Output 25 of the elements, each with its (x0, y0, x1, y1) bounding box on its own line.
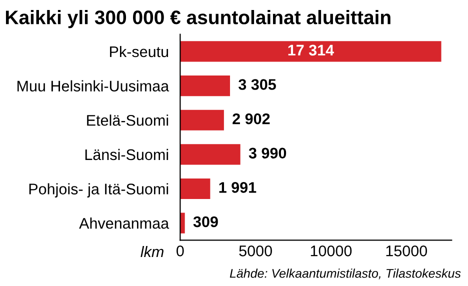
y-tick-label: Länsi-Suomi (85, 148, 168, 160)
chart-title: Kaikki yli 300 000 € asuntolainat alueittain (6, 10, 390, 28)
x-tick-label: 0 (176, 246, 184, 256)
bar (180, 110, 224, 130)
y-tick-label: Pohjois- ja Itä-Suomi (29, 183, 168, 198)
bar (180, 144, 240, 165)
x-axis-title: lkm (140, 246, 164, 258)
y-tick-label: Etelä-Suomi (87, 114, 168, 126)
y-tick-label: Muu Helsinki-Uusimaa (18, 80, 170, 92)
bar (180, 178, 210, 200)
bar (180, 212, 185, 234)
data-label: 309 (193, 216, 218, 228)
bar (180, 41, 442, 62)
x-tick-label: 15000 (386, 246, 428, 256)
y-tick-label: Pk-seutu (110, 46, 168, 58)
data-label: 3 305 (238, 79, 276, 90)
bar (180, 76, 230, 96)
x-tick-label: 5000 (239, 246, 272, 256)
data-label: 3 990 (248, 148, 286, 159)
data-label: 2 902 (232, 113, 270, 124)
data-label: 1 991 (219, 182, 256, 193)
text: Lähde: Velkaantumistilasto, Tilastokeskus (230, 268, 461, 280)
x-tick-label: 10000 (310, 246, 352, 256)
y-tick-label: Ahvenanmaa (79, 218, 170, 229)
data-label: 17 314 (288, 44, 334, 56)
